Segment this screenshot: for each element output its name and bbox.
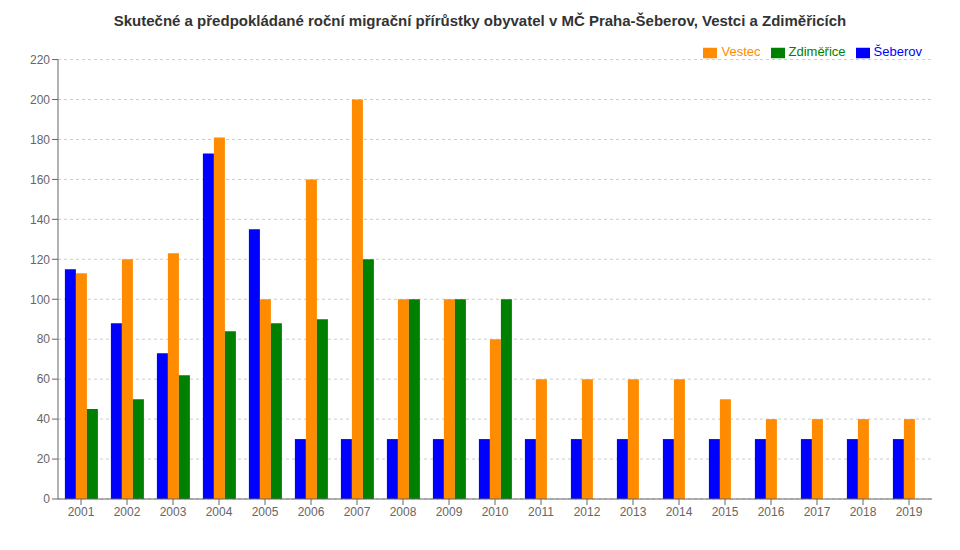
svg-text:2009: 2009 — [436, 505, 463, 519]
svg-text:2002: 2002 — [114, 505, 141, 519]
svg-text:220: 220 — [30, 53, 50, 67]
svg-text:2011: 2011 — [528, 505, 554, 519]
svg-text:2017: 2017 — [804, 505, 831, 519]
svg-text:120: 120 — [30, 253, 50, 267]
svg-text:200: 200 — [30, 93, 50, 107]
svg-text:2007: 2007 — [344, 505, 371, 519]
html-text:Šeberov: Šeberov — [873, 44, 922, 59]
svg-text:2010: 2010 — [482, 505, 509, 519]
svg-text:2006: 2006 — [298, 505, 325, 519]
svg-text:20: 20 — [37, 452, 51, 466]
svg-text:0: 0 — [43, 492, 50, 506]
svg-text:2015: 2015 — [712, 505, 739, 519]
svg-text:100: 100 — [30, 293, 50, 307]
svg-text:140: 140 — [30, 213, 50, 227]
svg-text:2003: 2003 — [160, 505, 187, 519]
svg-text:2014: 2014 — [666, 505, 693, 519]
svg-text:2019: 2019 — [896, 505, 923, 519]
html-text:Zdiměřice: Zdiměřice — [788, 44, 846, 59]
svg-text:2016: 2016 — [758, 505, 785, 519]
svg-text:2008: 2008 — [390, 505, 417, 519]
svg-text:180: 180 — [30, 133, 50, 147]
svg-text:2013: 2013 — [620, 505, 647, 519]
html-text:Skutečné a předpokládané roční: Skutečné a předpokládané roční migrační … — [113, 12, 847, 29]
svg-text:40: 40 — [37, 412, 51, 426]
svg-text:2004: 2004 — [206, 505, 233, 519]
svg-text:2005: 2005 — [252, 505, 279, 519]
html-text:Vestec: Vestec — [721, 44, 761, 59]
svg-text:2001: 2001 — [68, 505, 95, 519]
svg-text:160: 160 — [30, 173, 50, 187]
svg-text:80: 80 — [37, 332, 51, 346]
svg-text:2012: 2012 — [574, 505, 601, 519]
svg-text:2018: 2018 — [850, 505, 877, 519]
svg-text:60: 60 — [37, 372, 51, 386]
